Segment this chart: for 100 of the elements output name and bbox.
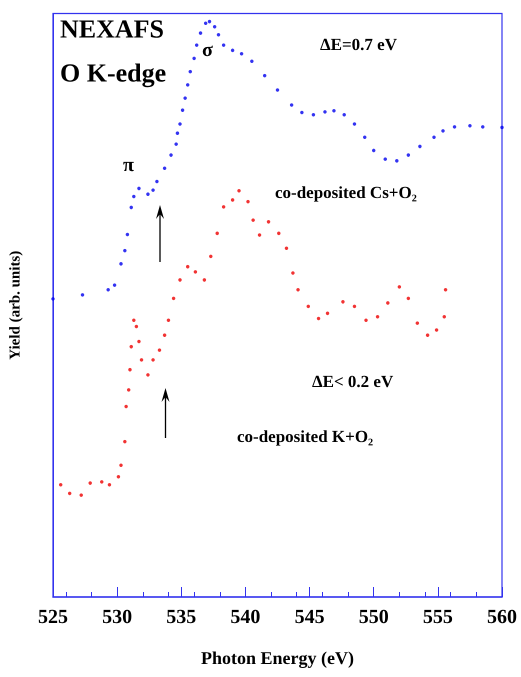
point — [186, 264, 190, 268]
x-tick-label: 530 — [102, 606, 132, 628]
point — [209, 254, 213, 258]
point — [137, 186, 141, 190]
point — [262, 74, 266, 78]
point — [230, 198, 234, 202]
point — [222, 205, 226, 209]
annotation: O K-edge — [60, 58, 166, 88]
annotation: NEXAFS — [60, 14, 164, 44]
point — [386, 301, 390, 305]
point — [123, 248, 127, 252]
point — [434, 328, 438, 332]
point — [80, 293, 84, 297]
point — [277, 232, 281, 236]
point — [58, 483, 62, 487]
point — [194, 270, 198, 274]
point — [180, 108, 184, 112]
x-tick-label: 555 — [422, 606, 453, 628]
point — [166, 318, 170, 322]
point — [384, 157, 388, 161]
x-axis-title: Photon Energy (eV) — [201, 648, 354, 668]
point — [222, 43, 226, 47]
point — [452, 125, 456, 129]
annotation: ΔE< 0.2 eV — [312, 372, 394, 391]
point — [251, 218, 255, 222]
point — [134, 324, 138, 328]
point — [106, 288, 110, 292]
point — [230, 48, 234, 52]
point — [151, 188, 155, 192]
point — [192, 56, 196, 60]
point — [376, 315, 380, 319]
point — [398, 285, 402, 289]
point — [296, 288, 300, 292]
x-tick-label: 535 — [166, 606, 196, 628]
point — [306, 304, 310, 308]
point — [284, 246, 288, 250]
point — [372, 148, 376, 152]
point — [126, 232, 130, 236]
point — [362, 135, 366, 139]
x-tick-label: 525 — [38, 606, 68, 628]
point — [332, 109, 336, 112]
point — [158, 348, 162, 352]
x-tick-label: 550 — [358, 606, 389, 628]
point — [342, 113, 346, 117]
point — [250, 60, 254, 64]
point — [126, 388, 130, 392]
point — [266, 220, 270, 224]
point — [406, 296, 410, 300]
point — [162, 333, 166, 337]
point — [130, 344, 134, 348]
x-tick-label: 560 — [487, 606, 517, 628]
point — [130, 206, 134, 210]
point — [352, 304, 356, 308]
point — [395, 159, 399, 163]
point — [291, 271, 295, 275]
annotation: ΔE=0.7 eV — [320, 35, 398, 54]
point — [108, 483, 112, 487]
annotation: co-deposited K+O₂ — [237, 427, 374, 446]
point — [194, 43, 198, 47]
point — [128, 368, 132, 372]
point — [124, 404, 128, 408]
point — [112, 283, 116, 287]
annotation: co-deposited Cs+O₂ — [275, 183, 417, 202]
point — [119, 463, 123, 467]
point — [326, 312, 330, 316]
point — [88, 481, 92, 485]
point — [240, 52, 244, 56]
point — [119, 262, 123, 266]
point — [146, 373, 150, 377]
point — [418, 144, 422, 148]
point — [79, 493, 83, 497]
point — [216, 33, 220, 37]
point — [155, 180, 159, 184]
point — [441, 129, 445, 133]
point — [183, 96, 187, 100]
point — [202, 278, 206, 282]
point — [246, 200, 250, 204]
annotation: π — [123, 154, 134, 176]
point — [237, 188, 241, 192]
point — [481, 125, 485, 129]
point — [123, 440, 127, 444]
point — [290, 103, 294, 107]
y-axis-title: Yield (arb. units) — [8, 250, 24, 360]
point — [116, 474, 120, 478]
point — [341, 300, 345, 304]
point — [364, 318, 368, 322]
point — [442, 315, 446, 319]
point — [312, 113, 316, 117]
point — [100, 480, 104, 484]
point — [68, 492, 72, 496]
point — [146, 192, 150, 196]
point — [416, 321, 420, 325]
point — [162, 166, 166, 170]
point — [186, 83, 190, 87]
point — [140, 358, 144, 362]
point — [188, 70, 192, 74]
point — [151, 358, 155, 362]
point — [172, 296, 176, 300]
point — [132, 194, 136, 198]
point — [204, 22, 208, 26]
